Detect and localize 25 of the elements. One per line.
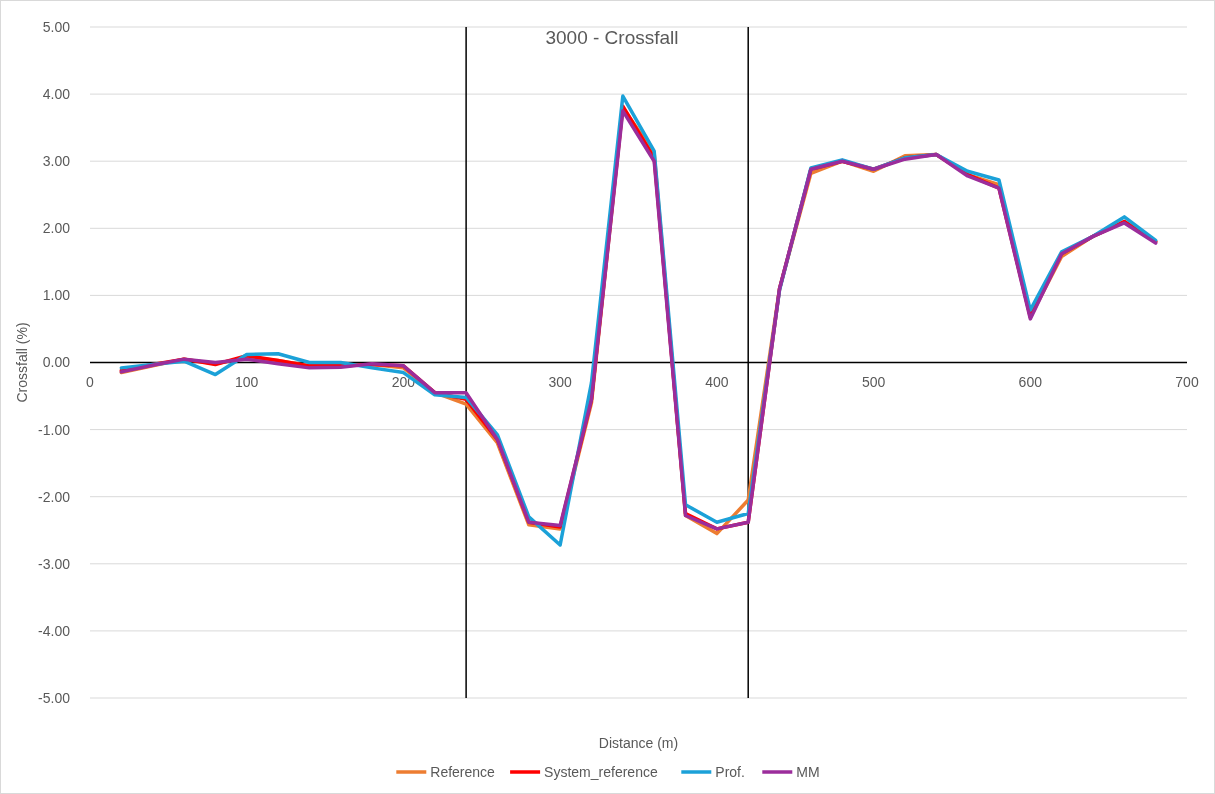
chart-title: 3000 - Crossfall [545, 27, 679, 48]
legend-label: System_reference [544, 763, 658, 780]
y-tick-label: 0.00 [42, 354, 71, 371]
y-tick-label: -4.00 [38, 622, 71, 639]
x-tick-label: 400 [705, 373, 729, 390]
x-tick-label: 500 [861, 373, 886, 390]
legend-label: MM [796, 763, 820, 780]
x-tick-label: 700 [1175, 373, 1199, 390]
y-tick-label: 1.00 [42, 287, 71, 304]
x-tick-label: 0 [86, 373, 95, 390]
x-tick-label: 300 [548, 373, 573, 390]
x-tick-label: 600 [1018, 373, 1043, 390]
y-tick-label: -2.00 [38, 488, 71, 505]
y-tick-label: -5.00 [38, 689, 71, 706]
x-axis-title: Distance (m) [598, 735, 679, 751]
y-tick-label: -3.00 [38, 555, 71, 572]
y-axis-title: Crossfall (%) [14, 322, 30, 403]
y-tick-label: -1.00 [38, 421, 71, 438]
y-tick-label: 2.00 [42, 220, 71, 237]
y-tick-label: 5.00 [42, 18, 71, 35]
x-tick-label: 100 [235, 373, 259, 390]
y-tick-label: 4.00 [42, 86, 71, 102]
y-tick-label: 3.00 [42, 153, 71, 170]
legend-label: Reference [430, 763, 496, 780]
legend-label: Prof. [715, 763, 745, 780]
